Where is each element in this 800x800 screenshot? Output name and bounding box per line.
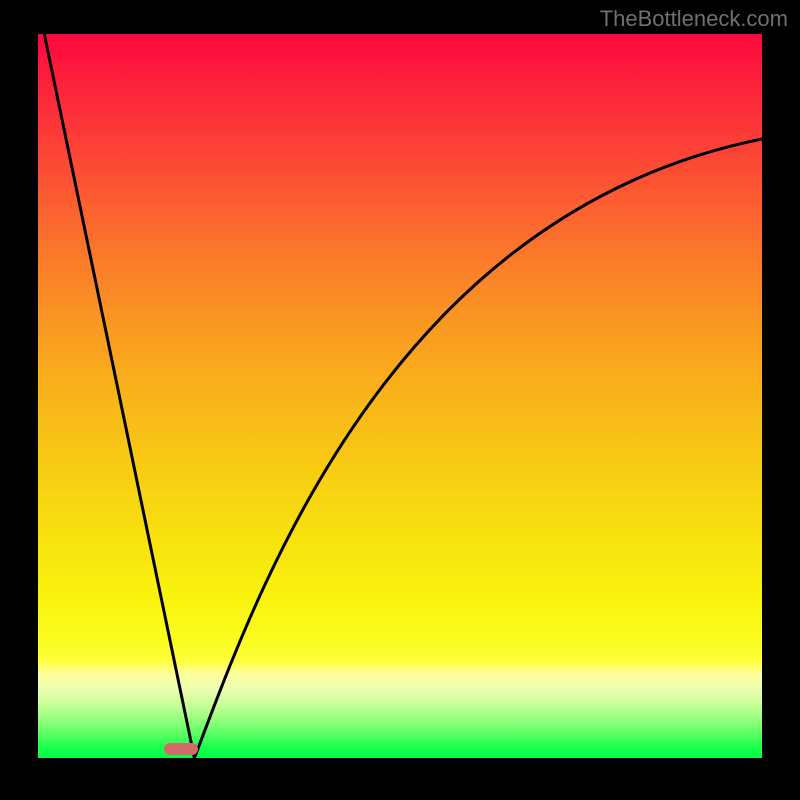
watermark-text: TheBottleneck.com [600,6,788,32]
v-curve [38,34,762,758]
apex-marker [164,743,198,755]
chart-container: TheBottleneck.com [0,0,800,800]
plot-area [38,34,762,758]
